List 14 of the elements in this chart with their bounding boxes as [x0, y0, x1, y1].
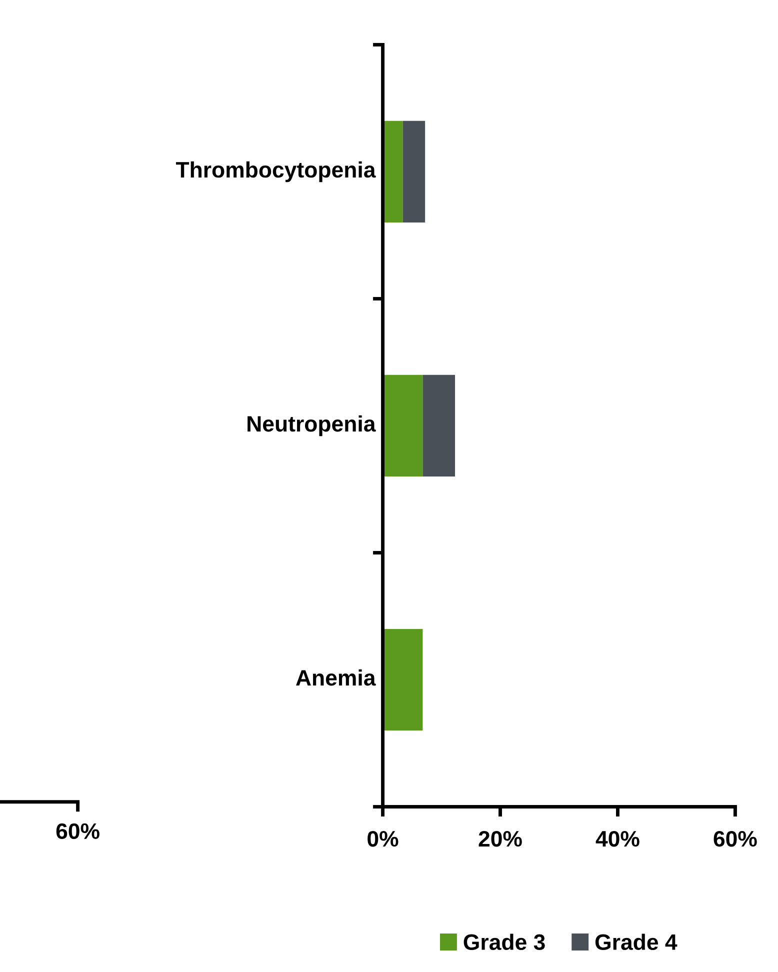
bar: [382, 374, 423, 477]
x-tick-label: 40%: [596, 830, 640, 847]
x-tick-label: 60%: [714, 830, 757, 847]
y-tick-label: Anemia: [296, 669, 376, 686]
x-tick-label: 20%: [478, 830, 522, 847]
bar: [402, 120, 426, 223]
legend-label: Grade 4: [595, 934, 678, 950]
x-tick-label: 0%: [368, 830, 398, 847]
y-tick-label: Neutropenia: [248, 415, 376, 436]
bar: [422, 374, 456, 477]
legend-label: Grade 3: [464, 934, 545, 950]
bar: [382, 120, 403, 223]
bar: [382, 628, 423, 731]
y-tick-label: Thrombocytopenia: [176, 161, 376, 182]
